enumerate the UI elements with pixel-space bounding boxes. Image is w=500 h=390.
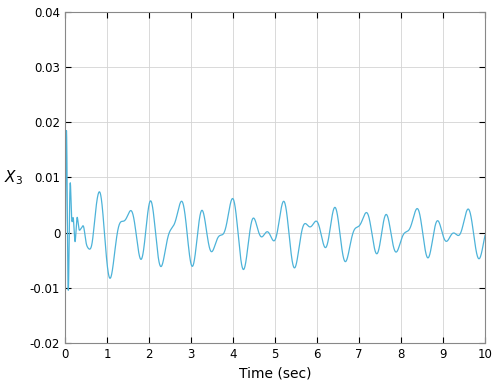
Y-axis label: $X_3$: $X_3$ xyxy=(4,168,22,187)
X-axis label: Time (sec): Time (sec) xyxy=(239,367,311,381)
